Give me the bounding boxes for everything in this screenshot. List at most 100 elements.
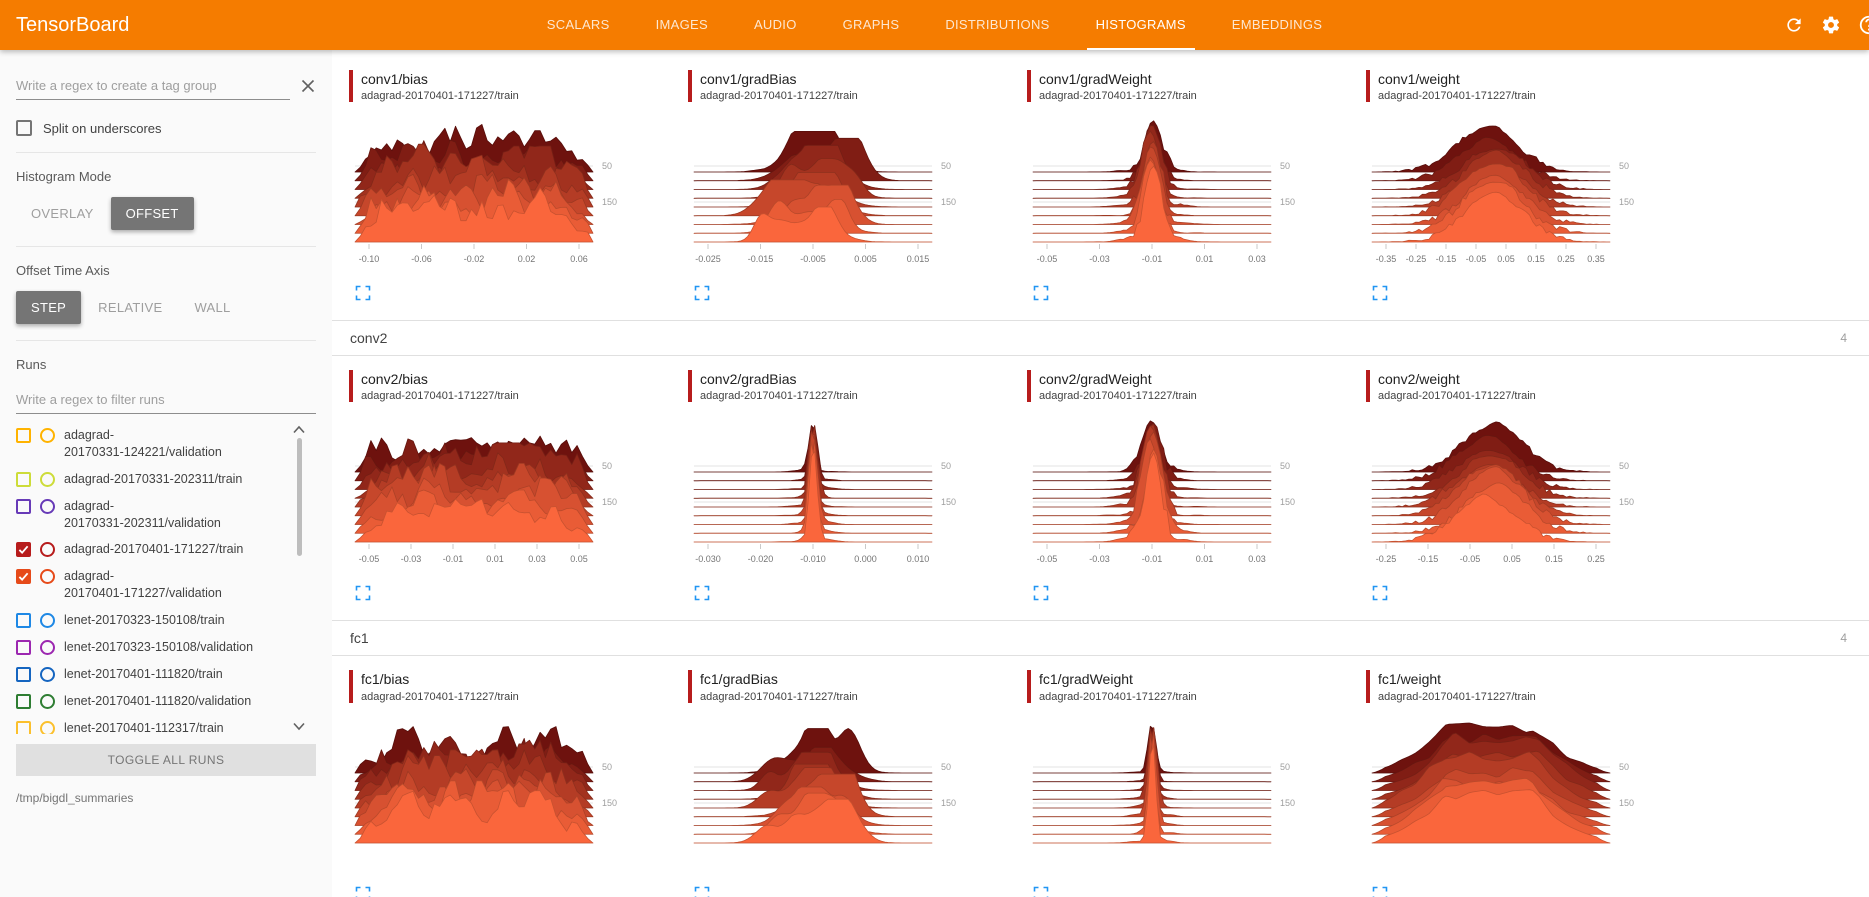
run-checkbox[interactable] [16,542,31,558]
svg-text:50: 50 [1619,762,1629,772]
expand-chart-button[interactable] [694,585,710,601]
run-item[interactable]: adagrad- 20170331-202311/validation [16,493,282,537]
run-checkbox[interactable] [16,720,31,734]
histogram-card-conv1-bias: conv1/bias adagrad-20170401-171227/train 5… [349,70,688,306]
svg-text:-0.05: -0.05 [1037,554,1058,564]
help-icon[interactable] [1858,14,1869,36]
histogram-chart[interactable]: 50 150 [1370,715,1660,880]
histogram-chart[interactable]: 50 150 -0.25 -0.15 -0.05 0.05 0.15 0.25 [1370,414,1660,579]
run-label: adagrad- 20170401-171227/validation [64,569,222,601]
toggle-all-runs-button[interactable]: TOGGLE ALL RUNS [16,744,316,776]
expand-chart-button[interactable] [355,886,371,897]
offset-time-axis-label: Offset Time Axis [16,263,110,278]
run-isolator-circle[interactable] [40,639,55,655]
svg-text:-0.25: -0.25 [1406,254,1427,264]
card-run-name: adagrad-20170401-171227/train [700,390,858,403]
card-header: conv2/gradWeight adagrad-20170401-171227/… [1027,370,1366,403]
expand-chart-button[interactable] [355,585,371,601]
expand-chart-button[interactable] [694,285,710,301]
group-header-fc1[interactable]: fc1 4 [332,620,1869,657]
run-checkbox[interactable] [16,471,31,487]
run-isolator-circle[interactable] [40,693,55,709]
run-isolator-circle[interactable] [40,428,55,443]
run-filter-input[interactable] [16,386,316,414]
expand-chart-button[interactable] [694,886,710,897]
svg-text:-0.025: -0.025 [695,254,721,264]
card-tag-title: conv1/gradWeight [1039,71,1152,87]
run-item[interactable]: adagrad-20170401-171227/train [16,536,282,563]
scroll-down-icon[interactable] [292,722,306,731]
run-label: lenet-20170401-111820/train [64,666,223,681]
histogram-chart[interactable]: 50 150 [692,715,982,880]
run-checkbox[interactable] [16,693,31,709]
histogram-chart[interactable]: 50 150 -0.35 -0.25 -0.15 -0.05 0.05 0.15 0.25 0.3… [1370,114,1660,279]
run-checkbox[interactable] [16,666,31,682]
split-underscores-row[interactable]: Split on underscores [16,120,316,136]
run-item[interactable]: lenet-20170401-112317/train [16,715,282,734]
histogram-chart[interactable]: 50 150 -0.030 -0.020 -0.010 0.000 0.010 [692,414,982,579]
card-header: fc1/gradBias adagrad-20170401-171227/trai… [688,670,1027,703]
nav-tab-distributions[interactable]: DISTRIBUTIONS [945,17,1050,32]
run-isolator-circle[interactable] [40,666,55,682]
run-isolator-circle[interactable] [40,720,55,734]
run-item[interactable]: lenet-20170323-150108/train [16,607,282,634]
nav-tab-graphs[interactable]: GRAPHS [842,17,900,32]
card-run-name: adagrad-20170401-171227/train [1378,690,1536,703]
histogram-chart[interactable]: 50 150 -0.05 -0.03 -0.01 0.01 0.03 0.05 [353,414,643,579]
nav-tab-scalars[interactable]: SCALARS [546,17,610,32]
axis-step-button[interactable]: STEP [16,291,82,324]
group-header-conv2[interactable]: conv2 4 [332,320,1869,357]
run-checkbox[interactable] [16,428,31,443]
tag-filter-input[interactable] [16,72,290,100]
nav-tab-embeddings[interactable]: EMBEDDINGS [1231,17,1323,32]
run-isolator-circle[interactable] [40,569,55,585]
scroll-up-icon[interactable] [292,425,306,434]
histogram-chart[interactable]: 50 150 -0.05 -0.03 -0.01 0.01 0.03 [1031,414,1321,579]
run-isolator-circle[interactable] [40,542,55,558]
svg-text:50: 50 [602,161,612,171]
run-item[interactable]: lenet-20170401-111820/train [16,661,282,688]
expand-chart-button[interactable] [1033,585,1049,601]
mode-overlay-button[interactable]: OVERLAY [16,197,109,230]
run-item[interactable]: lenet-20170401-111820/validation [16,688,282,715]
expand-chart-button[interactable] [1033,886,1049,897]
run-isolator-circle[interactable] [40,498,55,514]
svg-text:-0.01: -0.01 [443,554,464,564]
run-item[interactable]: adagrad- 20170331-124221/validation [16,422,282,466]
group-name: fc1 [350,630,369,647]
split-underscores-checkbox[interactable] [16,120,32,136]
nav-tab-images[interactable]: IMAGES [655,17,708,32]
histogram-chart[interactable]: 50 150 [1031,715,1321,880]
axis-wall-button[interactable]: WALL [179,291,245,324]
run-checkbox[interactable] [16,569,31,585]
run-isolator-circle[interactable] [40,613,55,628]
svg-text:-0.030: -0.030 [695,554,721,564]
histogram-chart[interactable]: 50 150 [353,715,643,880]
run-checkbox[interactable] [16,498,31,514]
run-item[interactable]: adagrad-20170331-202311/train [16,466,282,493]
nav-tab-audio[interactable]: AUDIO [753,17,797,32]
expand-chart-button[interactable] [1033,285,1049,301]
run-isolator-circle[interactable] [40,471,55,487]
run-list-scrollbar[interactable] [297,438,302,556]
expand-chart-button[interactable] [1372,285,1388,301]
axis-relative-button[interactable]: RELATIVE [83,291,177,324]
clear-tag-filter-icon[interactable] [300,78,316,94]
run-item[interactable]: lenet-20170323-150108/validation [16,634,282,661]
run-checkbox[interactable] [16,613,31,628]
settings-icon[interactable] [1821,15,1841,35]
expand-chart-button[interactable] [355,285,371,301]
svg-text:50: 50 [602,762,612,772]
histogram-chart[interactable]: 50 150 -0.10 -0.06 -0.02 0.02 0.06 [353,114,643,279]
expand-chart-button[interactable] [1372,886,1388,897]
run-list: adagrad- 20170331-124221/validation adagra… [16,422,316,734]
histogram-chart[interactable]: 50 150 -0.05 -0.03 -0.01 0.01 0.03 [1031,114,1321,279]
expand-chart-button[interactable] [1372,585,1388,601]
svg-text:0.010: 0.010 [907,554,930,564]
nav-tab-histograms[interactable]: HISTOGRAMS [1073,0,1209,50]
histogram-chart[interactable]: 50 150 -0.025 -0.015 -0.005 0.005 0.015 [692,114,982,279]
run-item[interactable]: adagrad- 20170401-171227/validation [16,563,282,607]
refresh-icon[interactable] [1784,15,1804,35]
mode-offset-button[interactable]: OFFSET [110,197,194,230]
run-checkbox[interactable] [16,639,31,655]
